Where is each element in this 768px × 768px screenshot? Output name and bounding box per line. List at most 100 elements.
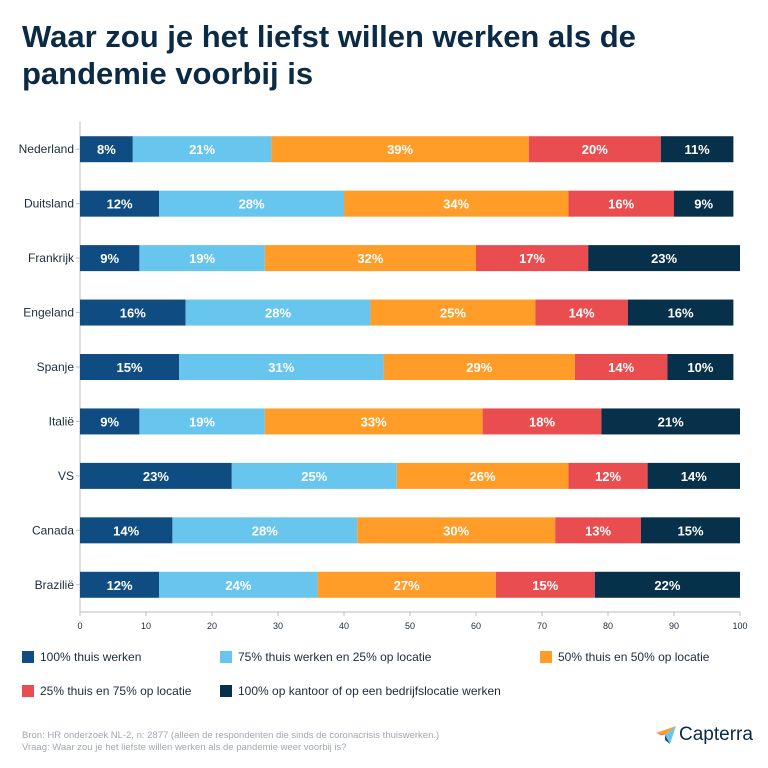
bar-segment [594,571,740,598]
bar-segment [264,245,476,272]
bar-segment [139,408,265,435]
chart-title: Waar zou je het liefst willen werken als… [22,19,636,91]
legend-item-4: 100% op kantoor of op een bedrijfslocati… [220,684,501,698]
stacked-bar-chart: Nederland 8% 21% 39% 20% 11% Duitsland 12% 28% 34… [19,122,748,631]
data-label: 13% [585,523,611,538]
category-label: Nederland [19,142,74,156]
bar-segment [80,190,160,217]
data-label: 9% [100,414,119,429]
bar-segment [568,190,674,217]
bar-segment [80,462,232,489]
footer-notes: Bron: HR onderzoek NL-2, n: 2877 (alleen… [22,730,439,754]
data-label: 12% [595,469,621,484]
data-label: 8% [97,142,116,157]
bar-segment [627,299,734,326]
source-note: Bron: HR onderzoek NL-2, n: 2877 (alleen… [22,730,440,741]
data-label: 14% [681,469,707,484]
data-label: 19% [189,251,215,266]
bar-segment [264,408,483,435]
category-label: VS [58,469,74,483]
data-label: 30% [443,523,469,538]
bar-segment [396,462,569,489]
data-label: 34% [443,197,469,212]
data-label: 21% [658,414,684,429]
data-label: 20% [582,142,608,157]
category-label: Duitsland [24,197,74,211]
data-label: 14% [113,523,139,538]
bar-segment [80,299,186,326]
data-label: 12% [107,578,133,593]
data-label: 27% [394,578,420,593]
data-label: 24% [225,578,251,593]
bar-segment [647,462,740,489]
legend-item-2: 50% thuis en 50% op locatie [540,650,709,664]
bar-segment [667,354,734,380]
legend-label: 75% thuis werken en 25% op locatie [238,650,432,664]
legend-item-1: 75% thuis werken en 25% op locatie [220,650,431,664]
x-tick-label: 50 [405,621,415,631]
legend-item-0: 100% thuis werken [22,650,141,664]
data-label: 18% [529,414,555,429]
bar-segment [370,299,536,326]
bar-segment [344,190,569,217]
data-label: 39% [387,142,413,157]
data-label: 19% [189,414,215,429]
bar-segment [588,245,740,272]
legend-label: 50% thuis en 50% op locatie [558,650,710,664]
x-tick-label: 60 [471,621,481,631]
bar-segment [80,245,140,272]
bar-segment [568,462,648,489]
bar-segment [80,517,173,544]
bar-segment [231,462,397,489]
data-label: 16% [668,306,694,321]
legend-swatch [22,685,34,697]
bar-segment [535,299,628,326]
bar-segment [159,571,318,598]
bar-segment [482,408,602,435]
data-label: 26% [470,469,496,484]
data-label: 16% [120,306,146,321]
data-label: 21% [189,142,215,157]
bar-segment [660,136,734,163]
data-label: 25% [440,306,466,321]
bar-segment [80,408,140,435]
bar-segment [575,354,668,380]
bar-segment [271,136,529,163]
data-label: 29% [466,360,492,375]
data-label: 9% [694,197,713,212]
category-label: Brazilië [35,578,75,592]
category-label: Engeland [23,306,74,320]
bar-segment [357,517,556,544]
bar-segment [179,354,384,380]
logo-text: Capterra [679,724,753,745]
data-label: 14% [608,360,634,375]
bar-segment [674,190,734,217]
bar-segment [641,517,740,544]
bar-segment [139,245,265,272]
bar-segment [80,136,133,163]
bar-segment [317,571,496,598]
legend-item-3: 25% thuis en 75% op locatie [22,684,191,698]
bar-segment [185,299,371,326]
bar-segment [555,517,641,544]
data-label: 17% [519,251,545,266]
question-note: Vraag: Waar zou je het liefste willen we… [22,742,347,753]
data-label: 15% [116,360,142,375]
legend-label: 100% thuis werken [40,650,142,664]
data-label: 12% [107,197,133,212]
bar-segment [80,354,179,380]
legend-label: 25% thuis en 75% op locatie [40,684,192,698]
data-label: 28% [252,523,278,538]
data-label: 22% [654,578,680,593]
data-label: 31% [268,360,294,375]
category-label: Canada [32,523,74,537]
bar-segment [601,408,740,435]
category-label: Spanje [37,360,75,374]
bar-segment [80,571,160,598]
data-label: 28% [239,197,265,212]
capterra-logo: Capterra [656,724,753,746]
bar-segment [383,354,575,380]
x-tick-label: 10 [141,621,151,631]
x-tick-label: 100 [732,621,747,631]
data-label: 33% [361,414,387,429]
